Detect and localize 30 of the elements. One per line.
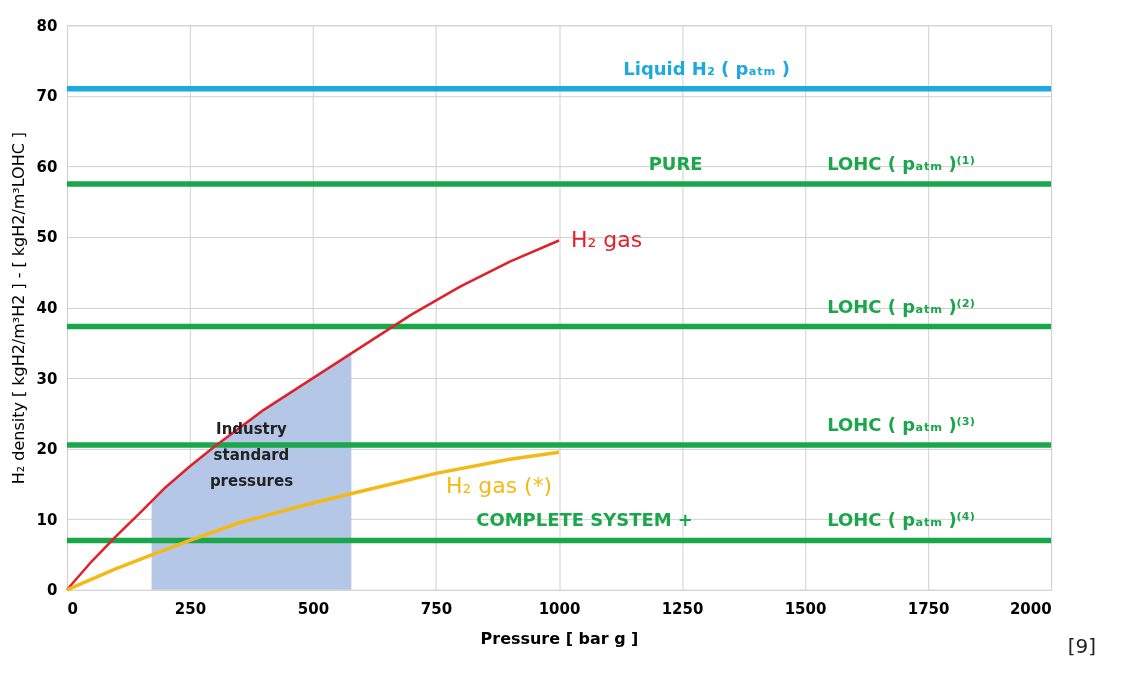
x-tick-label: 1500 [784,600,827,619]
annotation: COMPLETE SYSTEM + [476,509,693,531]
x-tick-label: 750 [420,600,453,619]
series-label: H₂ gas [570,227,643,253]
y-tick-label: 20 [36,440,58,459]
annotation: LOHC ( pₐₜₘ )⁽²⁾ [827,295,975,317]
x-tick-label: 250 [174,600,207,619]
y-tick-label: 70 [36,87,58,106]
x-tick-label: 1250 [661,600,704,619]
series-label: H₂ gas (*) [445,473,553,499]
text: [9] [1067,633,1097,658]
y-tick-label: 60 [36,157,58,176]
y-tick-label: 0 [47,581,58,600]
annotation: PURE [648,153,703,175]
x-tick-label: 0 [67,600,78,619]
y-tick-label: 10 [36,510,58,529]
annotation: LOHC ( pₐₜₘ )⁽³⁾ [827,414,975,436]
annotation: LOHC ( pₐₜₘ )⁽¹⁾ [827,153,975,175]
annotation: Liquid H₂ ( pₐₜₘ ) [623,57,790,79]
x-axis-title: Pressure [ bar g ] [480,629,639,649]
x-tick-label: 2000 [1009,600,1052,619]
y-tick-label: 40 [36,299,58,318]
y-tick-label: 80 [36,16,58,35]
y-tick-label: 50 [36,228,58,247]
x-tick-label: 500 [297,600,330,619]
y-tick-label: 30 [36,369,58,388]
x-tick-label: 1000 [538,600,581,619]
annotation: LOHC ( pₐₜₘ )⁽⁴⁾ [827,509,975,531]
x-tick-label: 1750 [907,600,950,619]
y-axis-title: H₂ density [ kgH2/m³H2 ] - [ kgH2/m³LOHC ] [8,131,28,485]
